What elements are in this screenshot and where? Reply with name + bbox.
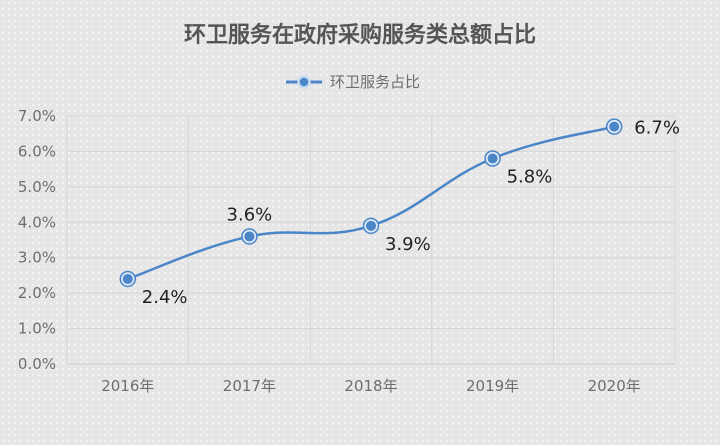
series-line	[127, 125, 615, 281]
y-tick-label: 0.0%	[18, 355, 56, 373]
data-label: 2.4%	[142, 287, 188, 308]
x-tick-label: 2018年	[344, 377, 397, 395]
y-tick-label: 7.0%	[18, 107, 56, 125]
y-tick-label: 6.0%	[18, 142, 56, 160]
x-tick-label: 2020年	[588, 377, 641, 395]
data-label: 6.7%	[634, 118, 680, 139]
y-axis: 0.0% 1.0% 2.0% 3.0% 4.0% 5.0% 6.0% 7.0%	[18, 107, 56, 373]
data-label: 3.9%	[385, 234, 431, 255]
data-label: 3.6%	[227, 204, 273, 225]
x-tick-label: 2016年	[101, 377, 154, 395]
y-tick-label: 1.0%	[18, 320, 56, 338]
y-tick-label: 5.0%	[18, 178, 56, 196]
chart-title: 环卫服务在政府采购服务类总额占比	[184, 22, 536, 48]
y-tick-label: 2.0%	[18, 284, 56, 302]
legend: 环卫服务占比	[286, 73, 420, 91]
x-tick-label: 2017年	[223, 377, 276, 395]
legend-label: 环卫服务占比	[330, 73, 420, 91]
data-point-core	[244, 231, 255, 242]
legend-marker-swatch	[297, 75, 311, 89]
series-layer: 2.4% 3.6% 3.9% 5.8% 6.7%	[119, 118, 680, 308]
data-point-core	[366, 220, 376, 231]
data-point-core	[609, 121, 620, 132]
y-tick-label: 4.0%	[18, 213, 56, 231]
x-tick-label: 2019年	[466, 377, 519, 395]
x-axis: 2016年 2017年 2018年 2019年 2020年	[101, 377, 641, 395]
y-tick-label: 3.0%	[18, 249, 56, 267]
data-point-core	[487, 153, 498, 164]
data-point-core	[122, 273, 133, 284]
data-label: 5.8%	[507, 167, 553, 188]
grid	[66, 115, 676, 365]
